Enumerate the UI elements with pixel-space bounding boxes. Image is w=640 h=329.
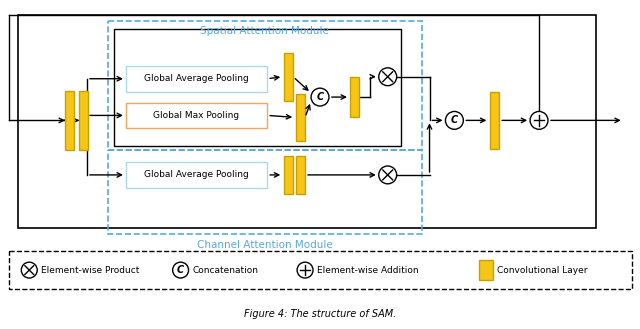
Bar xyxy=(490,91,499,149)
Bar xyxy=(108,21,422,150)
Text: Spatial Attention Module: Spatial Attention Module xyxy=(200,26,329,36)
Text: C: C xyxy=(451,115,458,125)
Circle shape xyxy=(311,88,329,106)
Circle shape xyxy=(21,262,37,278)
Bar xyxy=(479,260,493,280)
Text: C: C xyxy=(316,92,324,102)
Text: C: C xyxy=(177,265,184,275)
Circle shape xyxy=(379,166,397,184)
Text: Global Average Pooling: Global Average Pooling xyxy=(144,170,249,179)
Bar xyxy=(79,90,88,150)
Text: Concatenation: Concatenation xyxy=(193,266,259,275)
Text: Figure 4: The structure of SAM.: Figure 4: The structure of SAM. xyxy=(244,309,396,319)
Bar xyxy=(126,103,268,128)
Circle shape xyxy=(297,262,313,278)
Bar xyxy=(126,66,268,91)
Bar xyxy=(126,162,268,188)
Text: Global Average Pooling: Global Average Pooling xyxy=(144,74,249,83)
Circle shape xyxy=(530,112,548,129)
Bar xyxy=(19,15,596,228)
Bar xyxy=(65,90,74,150)
Circle shape xyxy=(173,262,189,278)
Text: Element-wise Product: Element-wise Product xyxy=(41,266,140,275)
Bar xyxy=(108,150,422,234)
Bar xyxy=(114,29,401,146)
Bar xyxy=(284,53,292,101)
Bar xyxy=(296,94,305,141)
Text: Channel Attention Module: Channel Attention Module xyxy=(197,240,333,250)
Text: Global Max Pooling: Global Max Pooling xyxy=(154,111,239,120)
Text: Convolutional Layer: Convolutional Layer xyxy=(497,266,588,275)
Circle shape xyxy=(445,112,463,129)
Circle shape xyxy=(379,68,397,86)
Bar xyxy=(10,251,632,289)
Text: Element-wise Addition: Element-wise Addition xyxy=(317,266,419,275)
Bar xyxy=(296,156,305,194)
Bar xyxy=(350,77,359,117)
Bar xyxy=(284,156,292,194)
